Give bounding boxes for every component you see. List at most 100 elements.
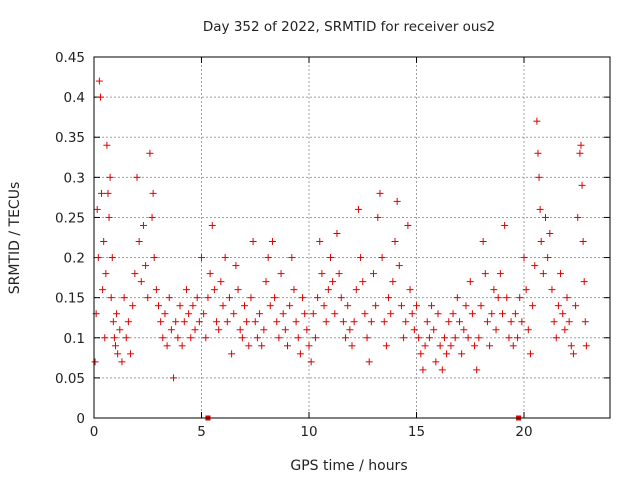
data-point: [320, 302, 328, 310]
data-point: [494, 294, 502, 302]
data-point: [460, 326, 468, 334]
data-point: [572, 302, 580, 310]
data-point: [221, 254, 229, 262]
data-point: [434, 310, 442, 318]
data-point: [238, 334, 246, 342]
data-point: [303, 326, 311, 334]
data-point: [210, 286, 218, 294]
data-point: [99, 286, 107, 294]
data-point: [241, 302, 248, 310]
data-point: [582, 342, 590, 350]
data-point: [542, 213, 549, 221]
data-point: [387, 310, 395, 318]
data-point: [518, 318, 526, 326]
data-point: [535, 173, 543, 181]
data-point: [421, 342, 429, 350]
data-point: [529, 302, 537, 310]
ticks: 0 0.05 0.1 0.15 0.2 0.25 0.3 0.35 0.4 0.45 0 5 10 15 2…: [55, 50, 610, 440]
data-point: [402, 318, 410, 326]
data-point: [559, 310, 567, 318]
y-tick-label: 0.05: [55, 371, 85, 387]
data-point: [127, 350, 135, 358]
data-point: [213, 318, 221, 326]
data-point: [110, 334, 118, 342]
y-tick-label: 0.15: [55, 291, 85, 307]
data-point: [365, 358, 373, 366]
data-point: [98, 189, 106, 197]
data-point: [260, 326, 268, 334]
data-point: [393, 197, 401, 205]
data-point: [113, 310, 121, 318]
data-point: [507, 318, 515, 326]
data-point: [344, 302, 352, 310]
data-point: [385, 294, 393, 302]
data-point: [279, 310, 287, 318]
data-point: [232, 262, 240, 270]
data-point: [271, 294, 279, 302]
data-point: [350, 318, 358, 326]
data-point: [129, 302, 137, 310]
data-point: [524, 326, 532, 334]
data-point: [546, 229, 554, 237]
data-point: [191, 326, 199, 334]
data-point: [174, 334, 182, 342]
data-point: [264, 254, 272, 262]
data-point: [167, 326, 175, 334]
data-point: [397, 302, 405, 310]
data-point: [408, 310, 416, 318]
data-point: [464, 334, 472, 342]
data-point: [144, 294, 152, 302]
data-point: [225, 294, 233, 302]
data-point: [106, 173, 114, 181]
chart-title: Day 352 of 2022, SRMTID for receiver ous…: [203, 19, 495, 35]
data-point: [413, 302, 420, 310]
data-point: [223, 318, 231, 326]
data-point: [102, 270, 110, 278]
data-point: [337, 294, 345, 302]
data-point: [501, 221, 509, 229]
data-point: [101, 334, 109, 342]
data-point: [275, 334, 283, 342]
data-point: [251, 318, 259, 326]
data-point: [178, 342, 186, 350]
data-point: [574, 213, 582, 221]
y-tick-label: 0.1: [64, 331, 85, 347]
data-point: [445, 318, 453, 326]
data-point: [163, 342, 171, 350]
y-tick-label: 0.3: [64, 170, 85, 186]
data-point: [539, 270, 547, 278]
data-point: [256, 310, 264, 318]
data-point: [137, 278, 145, 286]
data-point: [372, 302, 380, 310]
data-point: [247, 294, 255, 302]
data-point: [273, 318, 281, 326]
data-point: [327, 254, 334, 262]
data-point: [103, 141, 111, 149]
data-point: [531, 262, 539, 270]
grid: [94, 57, 610, 418]
data-point: [579, 238, 587, 246]
x-tick-label: 5: [197, 424, 206, 440]
data-point: [135, 238, 143, 246]
data-point: [94, 254, 102, 262]
y-tick-label: 0.25: [55, 210, 85, 226]
data-point: [329, 278, 337, 286]
x-axis-title: GPS time / hours: [290, 458, 407, 474]
y-axis-title: SRMTID / TECUs: [7, 182, 23, 295]
data-point: [522, 286, 530, 294]
data-point: [533, 117, 541, 125]
data-point: [104, 189, 112, 197]
data-point: [234, 286, 242, 294]
data-point: [182, 286, 190, 294]
data-point: [430, 326, 438, 334]
data-point: [565, 318, 573, 326]
data-point: [155, 302, 162, 310]
data-point: [382, 342, 390, 350]
data-point: [296, 350, 304, 358]
data-point: [557, 270, 565, 278]
data-point: [217, 278, 225, 286]
data-point: [342, 334, 350, 342]
data-point: [170, 374, 178, 382]
data-point: [477, 302, 485, 310]
